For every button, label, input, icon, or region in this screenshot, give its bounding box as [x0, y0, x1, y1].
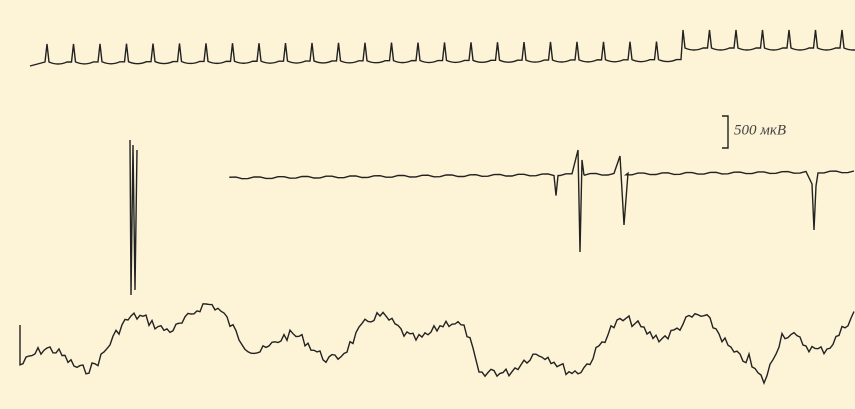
trace-middle [129, 139, 855, 296]
trace-top [29, 29, 855, 67]
trace-bottom [19, 303, 855, 386]
scale-label: 500 мкВ [734, 122, 786, 138]
scale-bracket [722, 115, 729, 149]
